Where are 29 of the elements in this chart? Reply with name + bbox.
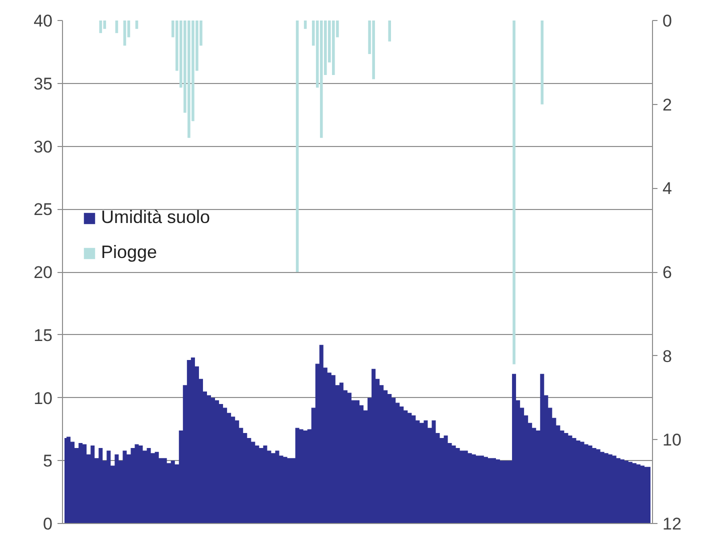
y-tick-label: 35 xyxy=(34,74,53,94)
bar xyxy=(372,20,375,80)
legend-label: Piogge xyxy=(101,242,158,263)
bar xyxy=(512,20,516,364)
y-tick-label: 30 xyxy=(34,137,53,156)
bar xyxy=(388,20,392,42)
bar xyxy=(188,20,190,138)
bar xyxy=(304,20,307,29)
y2-tick-label: 10 xyxy=(662,430,682,450)
bar xyxy=(332,20,335,75)
bar xyxy=(135,20,138,29)
y2-tick-label: 4 xyxy=(662,179,672,198)
y-tick-label: 10 xyxy=(34,388,53,408)
bar xyxy=(103,20,106,29)
y2-tick-label: 12 xyxy=(662,514,682,534)
bar xyxy=(540,20,544,104)
y-tick-label: 0 xyxy=(43,514,53,534)
bar xyxy=(320,20,323,138)
y-tick-label: 20 xyxy=(34,263,53,282)
y-tick-label: 5 xyxy=(43,452,53,471)
y-tick-label: 25 xyxy=(34,200,53,220)
y2-tick-label: 6 xyxy=(662,263,672,282)
y2-tick-label: 0 xyxy=(662,12,672,30)
y-tick-label: 15 xyxy=(34,326,53,345)
bar xyxy=(99,20,102,34)
legend-label: Umidità suolo xyxy=(101,207,210,228)
y2-tick-label: 2 xyxy=(662,95,672,114)
y-tick-label: 40 xyxy=(34,12,53,30)
y2-tick-label: 8 xyxy=(662,346,672,366)
